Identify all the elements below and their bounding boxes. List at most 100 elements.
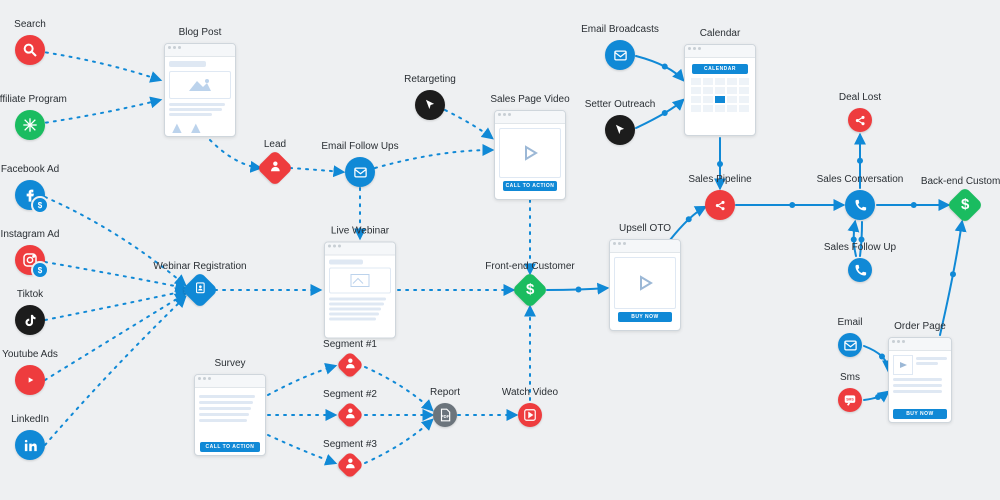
node-salesvid[interactable]: Sales Page VideoCALL TO ACTION <box>494 110 566 200</box>
node-lead[interactable]: Lead <box>262 155 288 181</box>
card-cta: CALL TO ACTION <box>194 374 266 456</box>
node-calendar[interactable]: CalendarCALENDAR <box>684 44 756 136</box>
node-survey[interactable]: SurveyCALL TO ACTION <box>194 374 266 456</box>
node-label: Segment #1 <box>323 339 377 350</box>
node-search[interactable]: Search <box>15 35 45 65</box>
node-label: Setter Outreach <box>585 99 656 110</box>
user-icon <box>336 401 364 429</box>
pdf-icon: PDF <box>433 403 457 427</box>
node-label: Watch Video <box>502 387 558 398</box>
node-affiliate[interactable]: Affiliate Program <box>15 110 45 140</box>
edge-li-webreg <box>45 297 185 445</box>
card-video_buy: BUY NOW <box>609 239 681 331</box>
node-label: Sales Page Video <box>490 94 569 105</box>
cursor-icon <box>415 90 445 120</box>
hub-icon <box>848 108 872 132</box>
badge-icon: $ <box>31 261 49 279</box>
hub-icon <box>705 190 735 220</box>
node-webinar[interactable]: Live Webinar <box>324 242 396 339</box>
dollar-icon: $ <box>947 187 984 224</box>
node-upsell[interactable]: Upsell OTOBUY NOW <box>609 239 681 331</box>
node-label: Deal Lost <box>839 92 881 103</box>
node-report[interactable]: ReportPDF <box>433 403 457 427</box>
node-label: Segment #3 <box>323 439 377 450</box>
node-yt[interactable]: Youtube Ads <box>15 365 45 395</box>
node-label: Sales Pipeline <box>688 174 751 185</box>
node-label: Facebook Ad <box>1 164 59 175</box>
edge-retarget-salesvid <box>445 110 492 138</box>
mail-icon <box>605 40 635 70</box>
badge-icon: $ <box>31 196 49 214</box>
card-blog: ▲▲ <box>164 43 236 137</box>
node-sms[interactable]: SmsSMS <box>838 388 862 412</box>
node-label: Sales Follow Up <box>824 242 896 253</box>
node-watch[interactable]: Watch Video <box>518 403 542 427</box>
edge-orderpg-backc <box>940 222 962 335</box>
node-label: Tiktok <box>17 289 43 300</box>
node-seg2[interactable]: Segment #2 <box>340 405 360 425</box>
node-ig[interactable]: Instagram Ad$ <box>15 245 45 275</box>
yt-icon <box>15 365 45 395</box>
li-icon <box>15 430 45 460</box>
card-video_cta: CALL TO ACTION <box>494 110 566 200</box>
mail-icon <box>345 157 375 187</box>
node-email2[interactable]: Email <box>838 333 862 357</box>
dollar-icon: $ <box>512 272 549 309</box>
node-label: Back-end Customer <box>921 176 1000 187</box>
node-deallost[interactable]: Deal Lost <box>848 108 872 132</box>
card-calendar: CALENDAR <box>684 44 756 136</box>
card-doc <box>324 242 396 339</box>
node-pipeline[interactable]: Sales Pipeline <box>705 190 735 220</box>
node-label: Search <box>14 19 46 30</box>
node-frontc[interactable]: Front-end Customer$ <box>517 277 543 303</box>
node-setter[interactable]: Setter Outreach <box>605 115 635 145</box>
node-salesconv[interactable]: Sales Conversation <box>845 190 875 220</box>
edge-blog-lead <box>210 140 260 168</box>
card-order: BUY NOW <box>888 337 952 423</box>
node-fb[interactable]: Facebook Ad$ <box>15 180 45 210</box>
node-label: Affiliate Program <box>0 94 67 105</box>
node-ebroad[interactable]: Email Broadcasts <box>605 40 635 70</box>
node-backc[interactable]: Back-end Customer$ <box>952 192 978 218</box>
node-orderpg[interactable]: Order PageBUY NOW <box>888 337 952 423</box>
node-label: Lead <box>264 139 286 150</box>
node-tiktok[interactable]: Tiktok <box>15 305 45 335</box>
edge-emailfu-salesvid <box>375 150 492 168</box>
node-label: Front-end Customer <box>485 261 574 272</box>
mail-icon <box>838 333 862 357</box>
node-blog[interactable]: Blog Post▲▲ <box>164 43 236 137</box>
node-label: Calendar <box>700 28 741 39</box>
node-webreg[interactable]: Webinar Registration <box>187 277 213 303</box>
node-salesfu[interactable]: Sales Follow Up <box>848 258 872 282</box>
tiktok-icon <box>15 305 45 335</box>
edge-lead-emailfu <box>290 168 343 172</box>
funnel-canvas: SearchAffiliate ProgramFacebook Ad$Insta… <box>0 0 1000 500</box>
node-emailfu[interactable]: Email Follow Ups <box>345 157 375 187</box>
user-icon <box>257 150 294 187</box>
node-seg1[interactable]: Segment #1 <box>340 355 360 375</box>
node-label: Retargeting <box>404 74 456 85</box>
snow-icon <box>15 110 45 140</box>
reg-icon <box>182 272 219 309</box>
search-icon <box>15 35 45 65</box>
user-icon <box>336 351 364 379</box>
edge-tiktok-webreg <box>45 291 185 320</box>
node-label: Report <box>430 387 460 398</box>
node-label: Sms <box>840 372 860 383</box>
edge-search-blog <box>30 50 160 80</box>
node-label: Order Page <box>894 321 946 332</box>
phone-icon <box>845 190 875 220</box>
node-li[interactable]: LinkedIn <box>15 430 45 460</box>
cursor-icon <box>605 115 635 145</box>
phone-icon <box>848 258 872 282</box>
user-icon <box>336 451 364 479</box>
node-label: Survey <box>214 358 245 369</box>
node-label: LinkedIn <box>11 414 49 425</box>
node-seg3[interactable]: Segment #3 <box>340 455 360 475</box>
edge-ebroad-calendar <box>636 56 683 80</box>
svg-text:PDF: PDF <box>441 414 450 419</box>
node-retarget[interactable]: Retargeting <box>415 90 445 120</box>
ig-icon: $ <box>15 245 45 275</box>
node-label: Blog Post <box>179 27 222 38</box>
node-label: Instagram Ad <box>1 229 60 240</box>
